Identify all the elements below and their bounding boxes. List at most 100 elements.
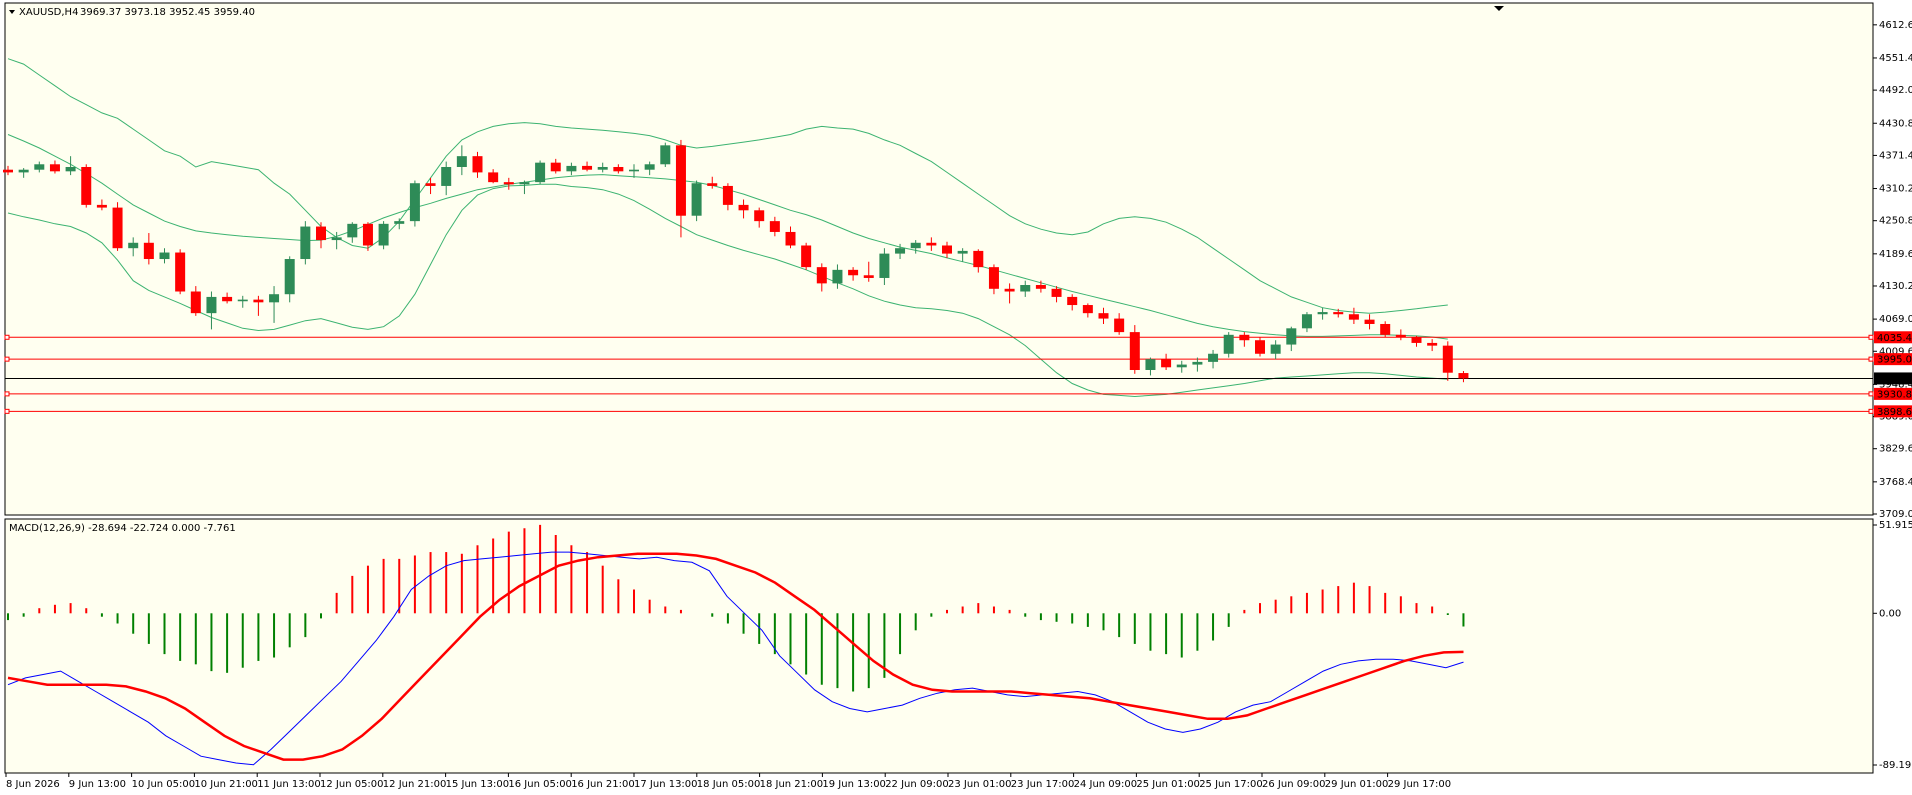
current-price-tag [1874,372,1912,385]
candle-bear [81,166,92,205]
macd-tick-label: 0.00 [1879,608,1901,619]
hline-left-handle [4,356,10,362]
time-axis: 8 Jun 2026 9 Jun 13:00 10 Jun 05:00 10 Jun … [5,773,1452,790]
candle-bear [738,204,749,211]
candle-bear [1333,312,1344,315]
time-tick-label: 10 Jun 21:00 [194,779,258,790]
candle-bull [378,223,389,246]
candle-bear [112,207,123,249]
candle-bull [957,250,968,254]
signal-line [7,552,1464,761]
time-tick-label: 29 Jun 01:00 [1325,779,1389,790]
symbol-header: XAUUSD,H4 [19,7,78,18]
price-tick-label: 4371.40 [1879,150,1912,161]
candle-bull [1192,361,1203,365]
candle-bear [769,221,780,232]
candle-bear [362,223,373,246]
hline-left-handle [4,391,10,397]
candle-bull [237,299,248,302]
candle-bear [801,245,812,268]
candle-bear [1161,359,1172,368]
candle-bear [316,226,326,241]
candle-bull [691,183,702,216]
candle-bear [550,162,561,172]
candle-bull [34,164,45,170]
price-tick-label: 3768.40 [1879,477,1912,488]
candle-bear [816,267,827,284]
candle-bear [175,252,186,292]
price-tick-label: 4310.20 [1879,184,1912,195]
candle-bull [1176,364,1187,368]
candle-bull [832,269,843,284]
candle-bear [926,242,937,246]
candle-bear [1348,314,1359,320]
time-tick-label: 17 Jun 13:00 [634,779,698,790]
candle-bear [425,183,436,186]
time-tick-label: 19 Jun 13:00 [822,779,886,790]
price-tick-label: 4430.80 [1879,118,1912,129]
time-tick-label: 25 Jun 01:00 [1136,779,1200,790]
price-tag-label: 4035.45 [1877,333,1912,344]
candle-bull [879,253,890,278]
price-axis: 4612.60 4551.40 4492.00 4430.80 4371.40 4310.… [1873,20,1912,520]
candle-bear [472,156,483,173]
candle-bull [300,226,311,260]
hline-right-handle [1868,408,1874,414]
time-tick-label: 23 Jun 17:00 [1011,779,1075,790]
candle-bull [1223,334,1234,354]
price-tag-label: 3930.88 [1877,389,1912,400]
candle-bull [1020,285,1031,292]
ohlc-header: 3969.37 3973.18 3952.45 3959.40 [80,7,255,18]
candle-bull [1301,314,1312,329]
candle-bear [1364,319,1375,324]
hline-right-handle [1868,391,1874,397]
hline-price-tag [1874,405,1912,418]
candle-bear [3,169,13,173]
macd-pane-frame [4,518,1874,774]
candle-bull [394,221,405,224]
time-tick-label: 15 Jun 13:00 [446,779,510,790]
candle-bull [128,242,139,249]
candle-bull [910,242,921,249]
candle-bull [660,145,671,165]
candle-bull [65,166,76,172]
price-tick-label: 4612.60 [1879,20,1912,31]
price-tick-label: 4069.00 [1879,314,1912,325]
candle-bear [190,291,201,314]
candle-bear [1427,342,1438,346]
time-tick-label: 23 Jun 01:00 [948,779,1012,790]
candle-bear [1411,337,1422,343]
time-tick-label: 12 Jun 05:00 [320,779,384,790]
time-tick-label: 8 Jun 2026 [6,779,60,790]
price-pane-frame [4,2,1874,516]
candle-bear [503,182,514,185]
candle-bull [18,169,29,173]
candle-bear [613,166,624,172]
price-tag-label: 3898.62 [1877,407,1912,418]
candle-bear [785,231,796,246]
candle-bull [456,156,467,167]
candle-bull [644,164,655,170]
horizontal-lines [4,334,1874,414]
bollinger-lower-line [7,183,1448,398]
time-tick-label: 25 Jun 17:00 [1199,779,1263,790]
price-tick-label: 4492.00 [1879,85,1912,96]
candle-bear [96,204,107,208]
time-tick-label: 18 Jun 21:00 [760,779,824,790]
candle-bull [629,169,639,172]
price-tag-label: 3959.40 [1877,374,1912,385]
symbol-menu-icon[interactable] [9,10,15,14]
candle-bull [1270,344,1281,354]
candle-bull [441,166,452,186]
time-tick-label: 24 Jun 09:00 [1074,779,1138,790]
candle-bear [942,245,952,254]
candle-bull [597,166,608,170]
hline-price-tag [1874,353,1912,366]
candle-bull [895,248,906,254]
candle-bear [488,172,499,183]
candle-bear [754,210,765,222]
candle-bear [143,242,154,260]
price-tag-label: 3995.06 [1877,355,1912,366]
price-tick-label: 4250.80 [1879,216,1912,227]
time-tick-label: 29 Jun 17:00 [1388,779,1452,790]
